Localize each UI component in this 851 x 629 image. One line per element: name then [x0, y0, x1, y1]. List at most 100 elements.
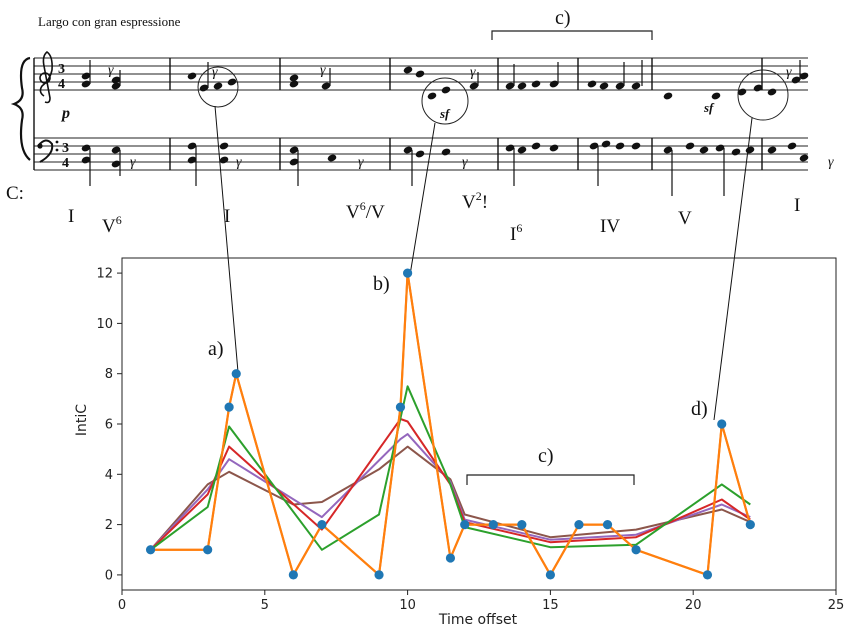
- notehead: [81, 144, 91, 152]
- data-point: [203, 545, 213, 555]
- notehead: [187, 72, 197, 80]
- axis-ticks: 0 5 10 15 20 25 0 2 4 6 8 10 12: [96, 267, 844, 613]
- data-point: [231, 369, 241, 379]
- notehead: [517, 146, 527, 154]
- grand-staff-brace: [10, 56, 31, 161]
- rest-icon: γ: [320, 63, 326, 78]
- data-point: [545, 570, 556, 580]
- y-axis-label: IntiC: [74, 404, 90, 436]
- y-tick-label: 2: [105, 518, 113, 533]
- data-points: [145, 268, 755, 580]
- data-point: [403, 268, 413, 278]
- data-point: [395, 402, 406, 412]
- notehead: [441, 148, 451, 156]
- roman-numeral: V6: [102, 213, 122, 237]
- y-tick-label: 0: [105, 568, 113, 583]
- highlight-circle-b: [421, 77, 469, 125]
- y-tick-label: 8: [105, 367, 113, 382]
- series-line: [149, 445, 751, 551]
- dynamic-sf-2: sf: [703, 100, 715, 115]
- barlines: [33, 58, 763, 170]
- music-score: Largo con gran espressione: [6, 7, 834, 245]
- rest-icon: γ: [358, 155, 364, 170]
- notehead: [615, 142, 625, 150]
- dynamic-sf-1: sf: [439, 106, 451, 121]
- notehead: [505, 82, 515, 90]
- score-bracket-c: [491, 30, 653, 40]
- notehead: [403, 146, 413, 154]
- rest-icon: γ: [130, 155, 136, 170]
- rest-icon: γ: [212, 65, 218, 80]
- x-tick-label: 10: [399, 598, 416, 613]
- notehead: [737, 88, 747, 96]
- data-point: [374, 570, 384, 580]
- notehead: [615, 82, 625, 90]
- notehead: [219, 142, 229, 150]
- notehead: [517, 82, 527, 90]
- svg-text:4: 4: [62, 156, 69, 171]
- notehead: [745, 146, 755, 154]
- notehead: [631, 82, 641, 90]
- roman-numeral: I: [68, 206, 74, 227]
- roman-numerals: I V6 I V6/V V2! I6 IV V I: [68, 189, 800, 245]
- notehead: [791, 76, 801, 84]
- x-tick-label: 20: [685, 598, 702, 613]
- series-line: [149, 418, 751, 551]
- x-axis-label: Time offset: [438, 612, 518, 628]
- roman-numeral: V: [678, 208, 692, 229]
- time-signature: 34 34: [58, 62, 69, 171]
- notehead: [111, 146, 121, 154]
- roman-numeral: V2!: [462, 189, 488, 213]
- data-point: [288, 570, 298, 580]
- rest-icon: γ: [786, 65, 792, 80]
- highlight-circle-a: [197, 66, 239, 108]
- notehead: [699, 146, 709, 154]
- notehead: [289, 146, 299, 154]
- tempo-marking: Largo con gran espressione: [38, 14, 181, 29]
- data-point: [745, 520, 755, 530]
- annotation-c: c): [538, 445, 554, 467]
- notehead: [549, 144, 559, 152]
- notehead: [711, 92, 721, 100]
- x-tick-label: 25: [828, 598, 845, 613]
- treble-clef-icon: [39, 51, 53, 104]
- roman-numeral: I6: [510, 221, 522, 245]
- notehead: [415, 70, 425, 78]
- notehead: [767, 146, 777, 154]
- dynamic-p: p: [60, 105, 70, 122]
- svg-text:4: 4: [58, 77, 65, 92]
- notehead: [415, 150, 425, 158]
- svg-text:3: 3: [58, 62, 65, 77]
- notehead: [599, 82, 609, 90]
- notehead: [289, 158, 299, 166]
- svg-text:3: 3: [62, 141, 69, 156]
- notehead: [111, 160, 121, 168]
- notehead: [469, 82, 479, 90]
- notehead: [111, 76, 121, 84]
- annotation-d: d): [691, 398, 708, 420]
- data-point: [317, 520, 327, 530]
- y-tick-label: 6: [105, 418, 113, 433]
- data-point: [460, 520, 470, 530]
- data-point: [631, 545, 641, 555]
- notehead: [531, 80, 541, 88]
- notehead: [505, 144, 515, 152]
- notehead: [587, 80, 597, 88]
- data-point: [517, 520, 527, 530]
- notehead: [289, 80, 299, 88]
- notehead: [289, 74, 299, 82]
- data-point: [445, 553, 456, 563]
- highlight-circles: [197, 66, 789, 125]
- notehead: [799, 154, 809, 162]
- bass-staff: [34, 137, 808, 171]
- series-line: [150, 272, 752, 576]
- notehead: [111, 82, 121, 90]
- score-bracket-c-label: c): [555, 7, 571, 29]
- highlight-circle-d: [737, 69, 789, 121]
- notehead: [663, 92, 673, 100]
- notehead: [199, 84, 209, 92]
- connector-lines: [214, 105, 753, 421]
- rest-icon: γ: [828, 155, 834, 170]
- x-tick-label: 0: [118, 598, 126, 613]
